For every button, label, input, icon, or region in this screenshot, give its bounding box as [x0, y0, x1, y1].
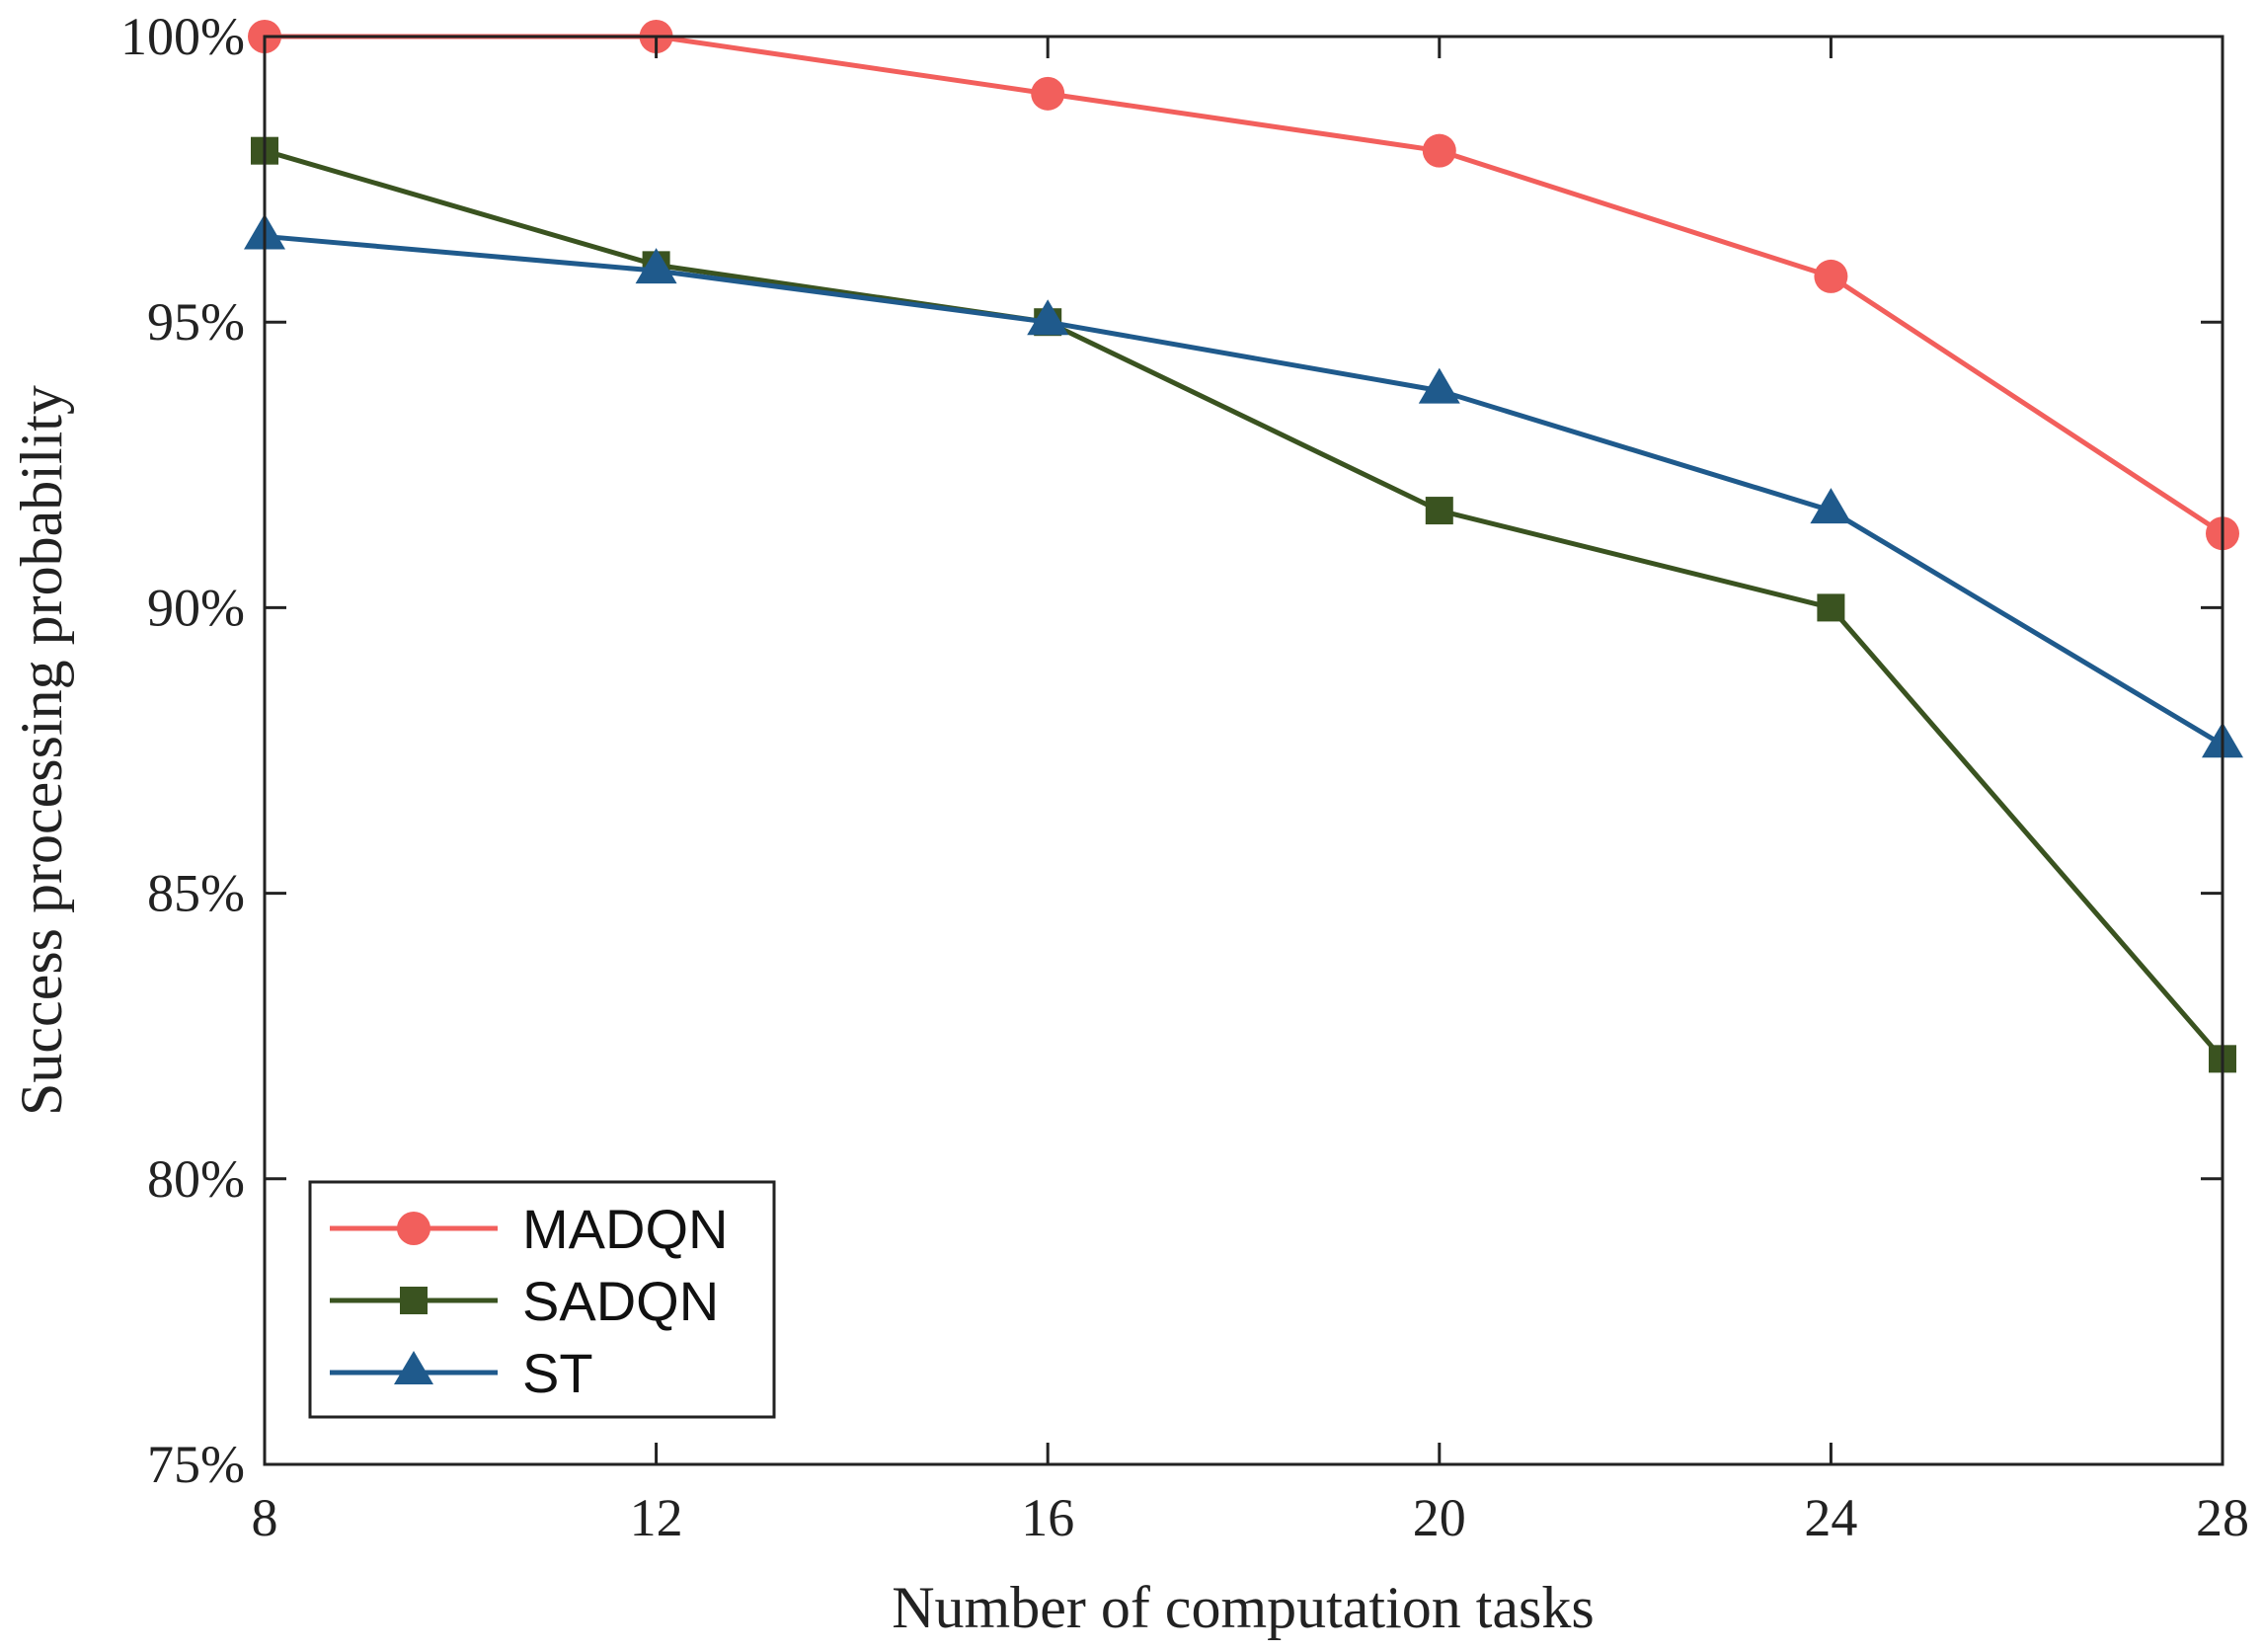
- x-tick-label: 16: [1021, 1488, 1074, 1547]
- data-point-sadqn: [1817, 593, 1845, 622]
- y-tick-label: 100%: [120, 7, 245, 66]
- data-point-sadqn: [1425, 497, 1453, 525]
- legend-label-st: ST: [522, 1342, 593, 1404]
- x-tick-label: 8: [252, 1488, 278, 1547]
- x-tick-label: 12: [630, 1488, 683, 1547]
- data-point-st: [1418, 367, 1460, 404]
- legend-marker-madqn: [397, 1212, 430, 1245]
- x-axis-title: Number of computation tasks: [892, 1575, 1595, 1640]
- data-point-madqn: [1422, 133, 1456, 168]
- y-tick-label: 80%: [147, 1149, 245, 1209]
- y-tick-label: 85%: [147, 864, 245, 923]
- data-point-st: [1027, 299, 1069, 336]
- data-point-madqn: [1031, 76, 1065, 111]
- legend: MADQN SADQN ST: [308, 1180, 776, 1419]
- x-tick-label: 28: [2196, 1488, 2249, 1547]
- legend-marker-st: [394, 1351, 433, 1384]
- legend-marker-sadqn: [400, 1287, 428, 1314]
- series-line-sadqn: [264, 148, 2224, 1061]
- y-tick-label: 90%: [147, 578, 245, 637]
- plot-frame: [263, 35, 2224, 1466]
- y-axis-title: Success processing probability: [9, 385, 74, 1116]
- legend-label-sadqn: SADQN: [522, 1270, 719, 1332]
- data-point-st: [1810, 488, 1852, 524]
- x-tick-label: 24: [1804, 1488, 1857, 1547]
- y-tick-label: 95%: [147, 292, 245, 352]
- y-tick-label: 75%: [147, 1435, 245, 1494]
- tick-labels: 8 12 16 20 24 28 75% 80% 85% 90% 95% 100%: [120, 7, 2249, 1547]
- x-tick-label: 20: [1413, 1488, 1466, 1547]
- series-line-st: [264, 233, 2224, 747]
- data-point-st: [635, 248, 677, 284]
- data-point-madqn: [1814, 259, 1848, 293]
- legend-label-madqn: MADQN: [522, 1198, 728, 1260]
